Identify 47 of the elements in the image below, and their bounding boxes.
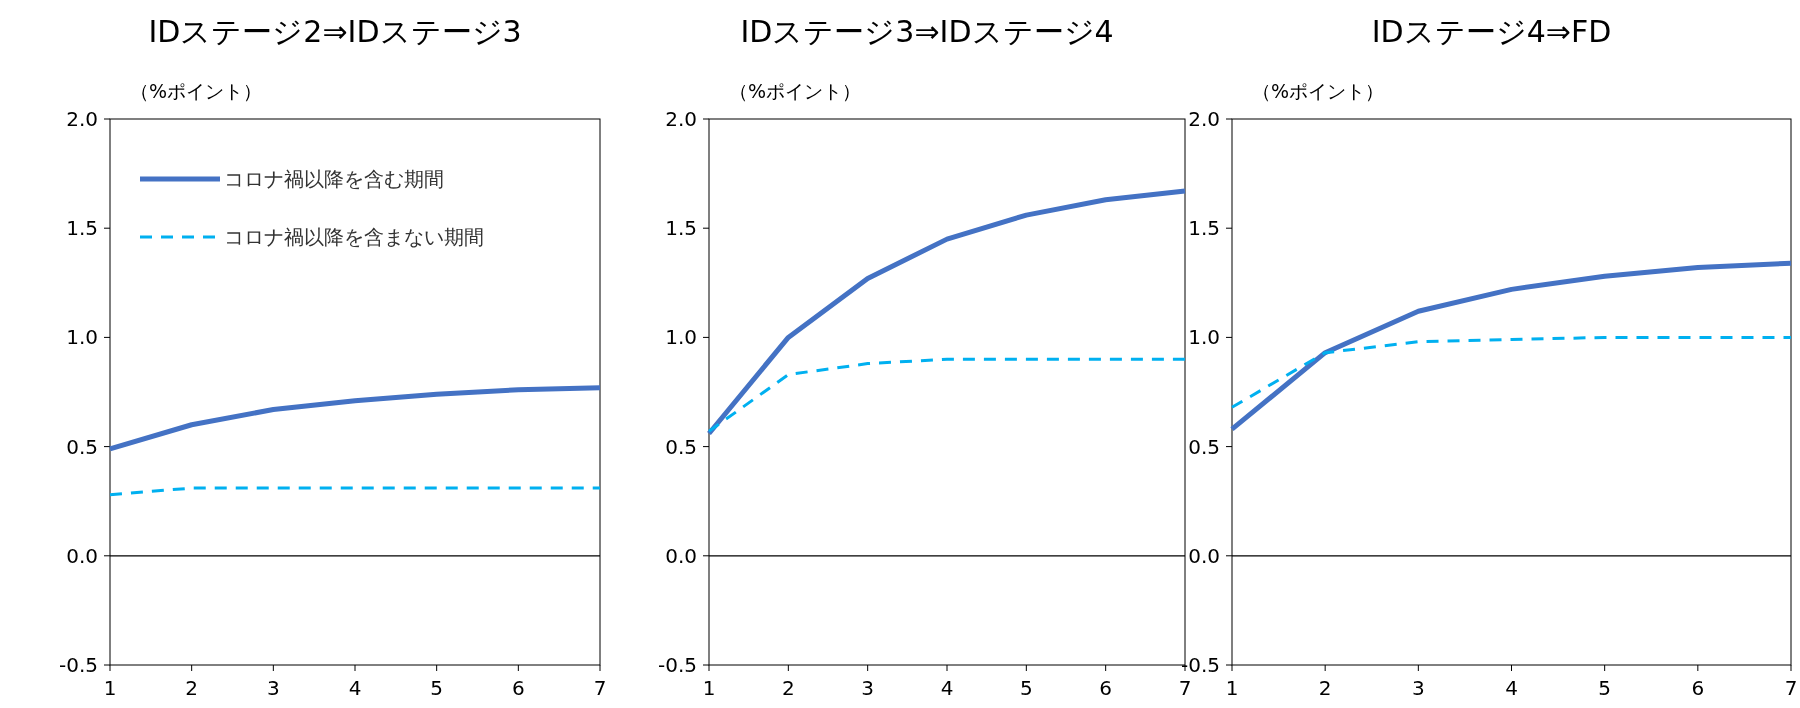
y-tick-label: 0.5: [665, 434, 697, 459]
y-tick-label: -0.5: [657, 653, 697, 677]
y-tick-label: 2.0: [665, 107, 697, 131]
x-tick-label: 7: [1178, 676, 1192, 700]
x-tick-label: 2: [185, 676, 199, 700]
x-tick-label: 4: [1505, 676, 1518, 700]
x-tick-label: 2: [781, 676, 795, 700]
y-axis-title: （%ポイント）: [1252, 80, 1385, 102]
chart-title: IDステージ3⇒IDステージ4: [740, 14, 1114, 49]
y-tick-label: -0.5: [58, 653, 98, 677]
y-tick-label: 1.0: [66, 325, 98, 350]
x-tick-label: 1: [103, 676, 117, 700]
x-tick-label: 1: [702, 676, 716, 700]
y-tick-label: 0.5: [66, 434, 98, 459]
x-tick-label: 3: [266, 676, 280, 700]
x-tick-label: 7: [593, 676, 607, 700]
chart-title: IDステージ2⇒IDステージ3: [148, 14, 522, 49]
x-tick-label: 1: [1225, 676, 1239, 700]
y-axis-title: （%ポイント）: [130, 80, 263, 102]
y-tick-label: 2.0: [66, 107, 98, 131]
chart-title: IDステージ4⇒FD: [1371, 14, 1612, 49]
x-tick-label: 6: [1099, 676, 1113, 700]
x-tick-label: 6: [511, 676, 525, 700]
x-tick-label: 3: [861, 676, 875, 700]
y-tick-label: 0.0: [665, 543, 697, 568]
x-tick-label: 5: [430, 676, 444, 700]
y-axis-title: （%ポイント）: [729, 80, 862, 102]
x-tick-label: 7: [1784, 676, 1798, 700]
y-tick-label: 0.5: [1188, 434, 1220, 459]
y-tick-label: 1.0: [1188, 325, 1220, 350]
x-tick-label: 6: [1691, 676, 1705, 700]
legend-label: コロナ禍以降を含まない期間: [224, 225, 484, 249]
legend-label: コロナ禍以降を含む期間: [224, 167, 444, 191]
y-tick-label: 1.0: [665, 325, 697, 350]
y-tick-label: 2.0: [1188, 107, 1220, 131]
x-tick-label: 4: [940, 676, 954, 700]
y-tick-label: 0.0: [66, 543, 98, 568]
x-tick-label: 2: [1318, 676, 1332, 700]
y-tick-label: 0.0: [1188, 543, 1220, 568]
x-tick-label: 5: [1598, 676, 1612, 700]
x-tick-label: 4: [348, 676, 362, 700]
y-tick-label: -0.5: [1180, 653, 1220, 677]
y-tick-label: 1.5: [1188, 216, 1220, 241]
x-tick-label: 5: [1019, 676, 1033, 700]
x-tick-label: 3: [1411, 676, 1425, 700]
y-tick-label: 1.5: [66, 216, 98, 241]
y-tick-label: 1.5: [665, 216, 697, 241]
